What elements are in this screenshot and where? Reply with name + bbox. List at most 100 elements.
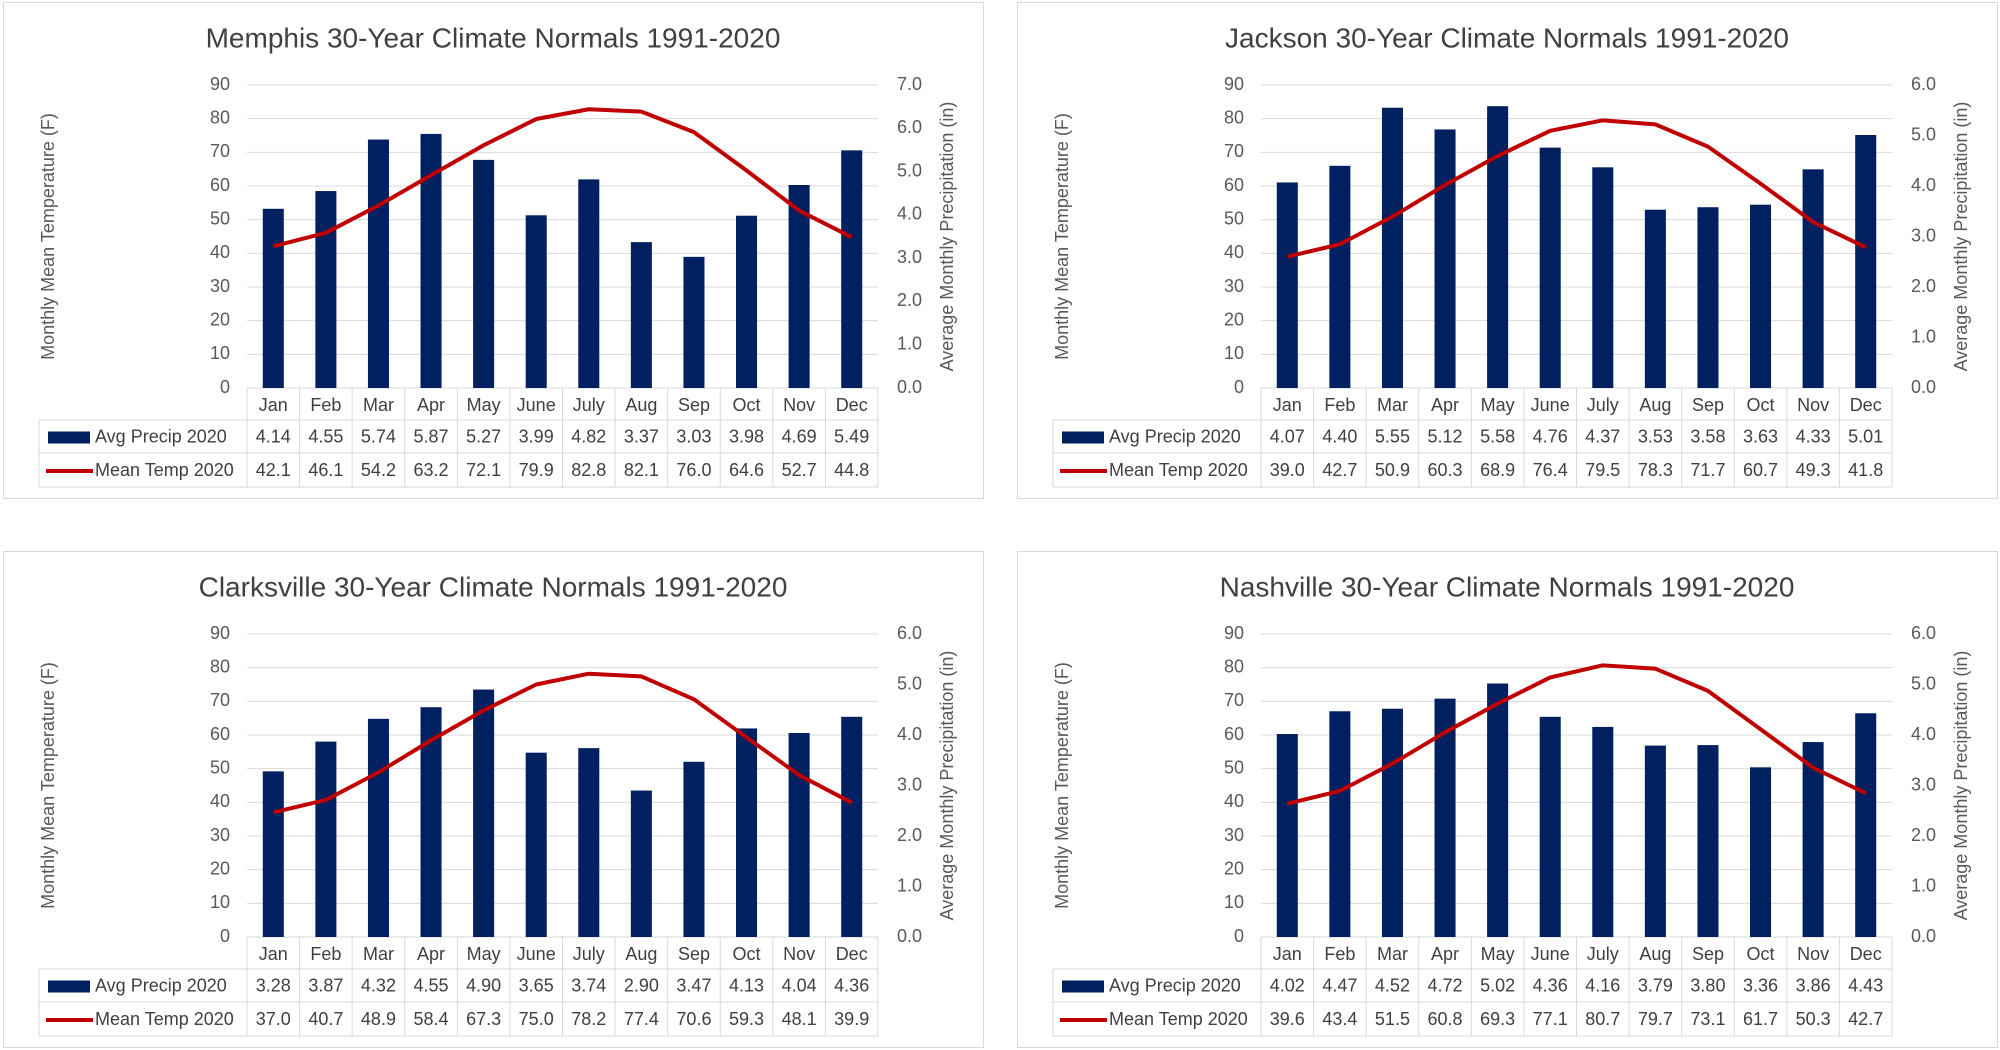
data-label: 4.55 xyxy=(308,426,343,446)
legend-label: Avg Precip 2020 xyxy=(95,426,227,446)
bar xyxy=(525,215,547,388)
x-tick-label: Aug xyxy=(1639,395,1671,415)
legend-swatch xyxy=(1062,980,1104,993)
data-label: 51.5 xyxy=(1375,1009,1410,1029)
y2-axis-title: Average Monthly Precipitation (in) xyxy=(937,651,957,921)
bar xyxy=(683,256,705,388)
data-label: 64.6 xyxy=(729,460,764,480)
y-tick-label: 40 xyxy=(210,791,230,811)
y2-tick-label: 7.0 xyxy=(897,74,922,94)
bar xyxy=(630,790,652,937)
y-tick-label: 70 xyxy=(1224,141,1244,161)
data-label: 5.12 xyxy=(1428,426,1463,446)
bar xyxy=(1802,169,1824,388)
y2-tick-label: 3.0 xyxy=(1911,774,1936,794)
y-tick-label: 70 xyxy=(1224,690,1244,710)
data-label: 4.72 xyxy=(1428,975,1463,995)
y-tick-label: 40 xyxy=(1224,242,1244,262)
y-tick-label: 40 xyxy=(1224,791,1244,811)
bar xyxy=(262,771,284,937)
x-tick-label: Jan xyxy=(1273,395,1302,415)
data-label: 3.03 xyxy=(676,426,711,446)
data-label: 63.2 xyxy=(414,460,449,480)
x-tick-label: Oct xyxy=(1747,395,1775,415)
data-label: 70.6 xyxy=(676,1009,711,1029)
data-label: 3.63 xyxy=(1743,426,1778,446)
y2-tick-label: 0.0 xyxy=(1911,377,1936,397)
bar xyxy=(736,215,758,388)
y2-tick-label: 2.0 xyxy=(1911,276,1936,296)
y-tick-label: 20 xyxy=(210,309,230,329)
bar xyxy=(1539,716,1561,937)
y-axis-title: Monthly Mean Temperature (F) xyxy=(1052,113,1072,360)
data-label: 3.37 xyxy=(624,426,659,446)
y2-tick-label: 5.0 xyxy=(1911,124,1936,144)
data-label: 4.82 xyxy=(571,426,606,446)
data-label: 37.0 xyxy=(256,1009,291,1029)
y-tick-label: 80 xyxy=(210,107,230,127)
y-tick-label: 60 xyxy=(1224,724,1244,744)
bar xyxy=(525,752,547,937)
bar xyxy=(578,748,600,937)
x-tick-label: Dec xyxy=(1850,395,1882,415)
x-tick-label: Aug xyxy=(625,395,657,415)
y-tick-label: 70 xyxy=(210,141,230,161)
bar xyxy=(1487,106,1509,389)
x-tick-label: Sep xyxy=(678,395,710,415)
data-label: 4.47 xyxy=(1322,975,1357,995)
data-label: 4.04 xyxy=(782,975,817,995)
data-label: 3.65 xyxy=(519,975,554,995)
y-tick-label: 70 xyxy=(210,690,230,710)
y-tick-label: 20 xyxy=(1224,309,1244,329)
bar xyxy=(1381,107,1403,388)
data-label: 39.0 xyxy=(1270,460,1305,480)
data-label: 78.3 xyxy=(1638,460,1673,480)
y2-tick-label: 4.0 xyxy=(1911,175,1936,195)
data-label: 39.6 xyxy=(1270,1009,1305,1029)
x-tick-label: Nov xyxy=(783,395,815,415)
y-tick-label: 20 xyxy=(210,858,230,878)
chart-title: Jackson 30-Year Climate Normals 1991-202… xyxy=(1225,22,1789,53)
y2-tick-label: 2.0 xyxy=(1911,825,1936,845)
data-label: 4.32 xyxy=(361,975,396,995)
data-label: 40.7 xyxy=(308,1009,343,1029)
y-tick-label: 90 xyxy=(210,623,230,643)
x-tick-label: July xyxy=(573,395,605,415)
data-label: 79.9 xyxy=(519,460,554,480)
bar xyxy=(1750,767,1772,937)
y-axis-title: Monthly Mean Temperature (F) xyxy=(38,113,58,360)
legend-swatch xyxy=(1062,431,1104,444)
data-label: 48.9 xyxy=(361,1009,396,1029)
data-label: 42.1 xyxy=(256,460,291,480)
data-label: 58.4 xyxy=(414,1009,449,1029)
y2-tick-label: 4.0 xyxy=(897,724,922,744)
y-tick-label: 10 xyxy=(1224,343,1244,363)
chart-title: Nashville 30-Year Climate Normals 1991-2… xyxy=(1220,571,1795,602)
y2-tick-label: 5.0 xyxy=(897,160,922,180)
y2-tick-label: 4.0 xyxy=(1911,724,1936,744)
bar xyxy=(367,718,389,937)
data-label: 72.1 xyxy=(466,460,501,480)
data-label: 5.55 xyxy=(1375,426,1410,446)
data-label: 60.8 xyxy=(1428,1009,1463,1029)
y2-tick-label: 1.0 xyxy=(897,333,922,353)
x-tick-label: Apr xyxy=(417,944,445,964)
y2-tick-label: 5.0 xyxy=(897,673,922,693)
y2-axis-title: Average Monthly Precipitation (in) xyxy=(937,102,957,372)
data-label: 78.2 xyxy=(571,1009,606,1029)
bar xyxy=(367,139,389,388)
bar xyxy=(473,689,495,937)
data-label: 49.3 xyxy=(1796,460,1831,480)
x-tick-label: Dec xyxy=(1850,944,1882,964)
chart-title: Memphis 30-Year Climate Normals 1991-202… xyxy=(206,22,781,53)
data-label: 52.7 xyxy=(782,460,817,480)
data-label: 4.37 xyxy=(1585,426,1620,446)
bar xyxy=(420,133,442,388)
legend-label: Avg Precip 2020 xyxy=(95,975,227,995)
y-tick-label: 50 xyxy=(1224,757,1244,777)
y-tick-label: 40 xyxy=(210,242,230,262)
data-label: 46.1 xyxy=(308,460,343,480)
bar xyxy=(630,242,652,388)
legend-label: Avg Precip 2020 xyxy=(1109,426,1241,446)
data-label: 4.36 xyxy=(834,975,869,995)
